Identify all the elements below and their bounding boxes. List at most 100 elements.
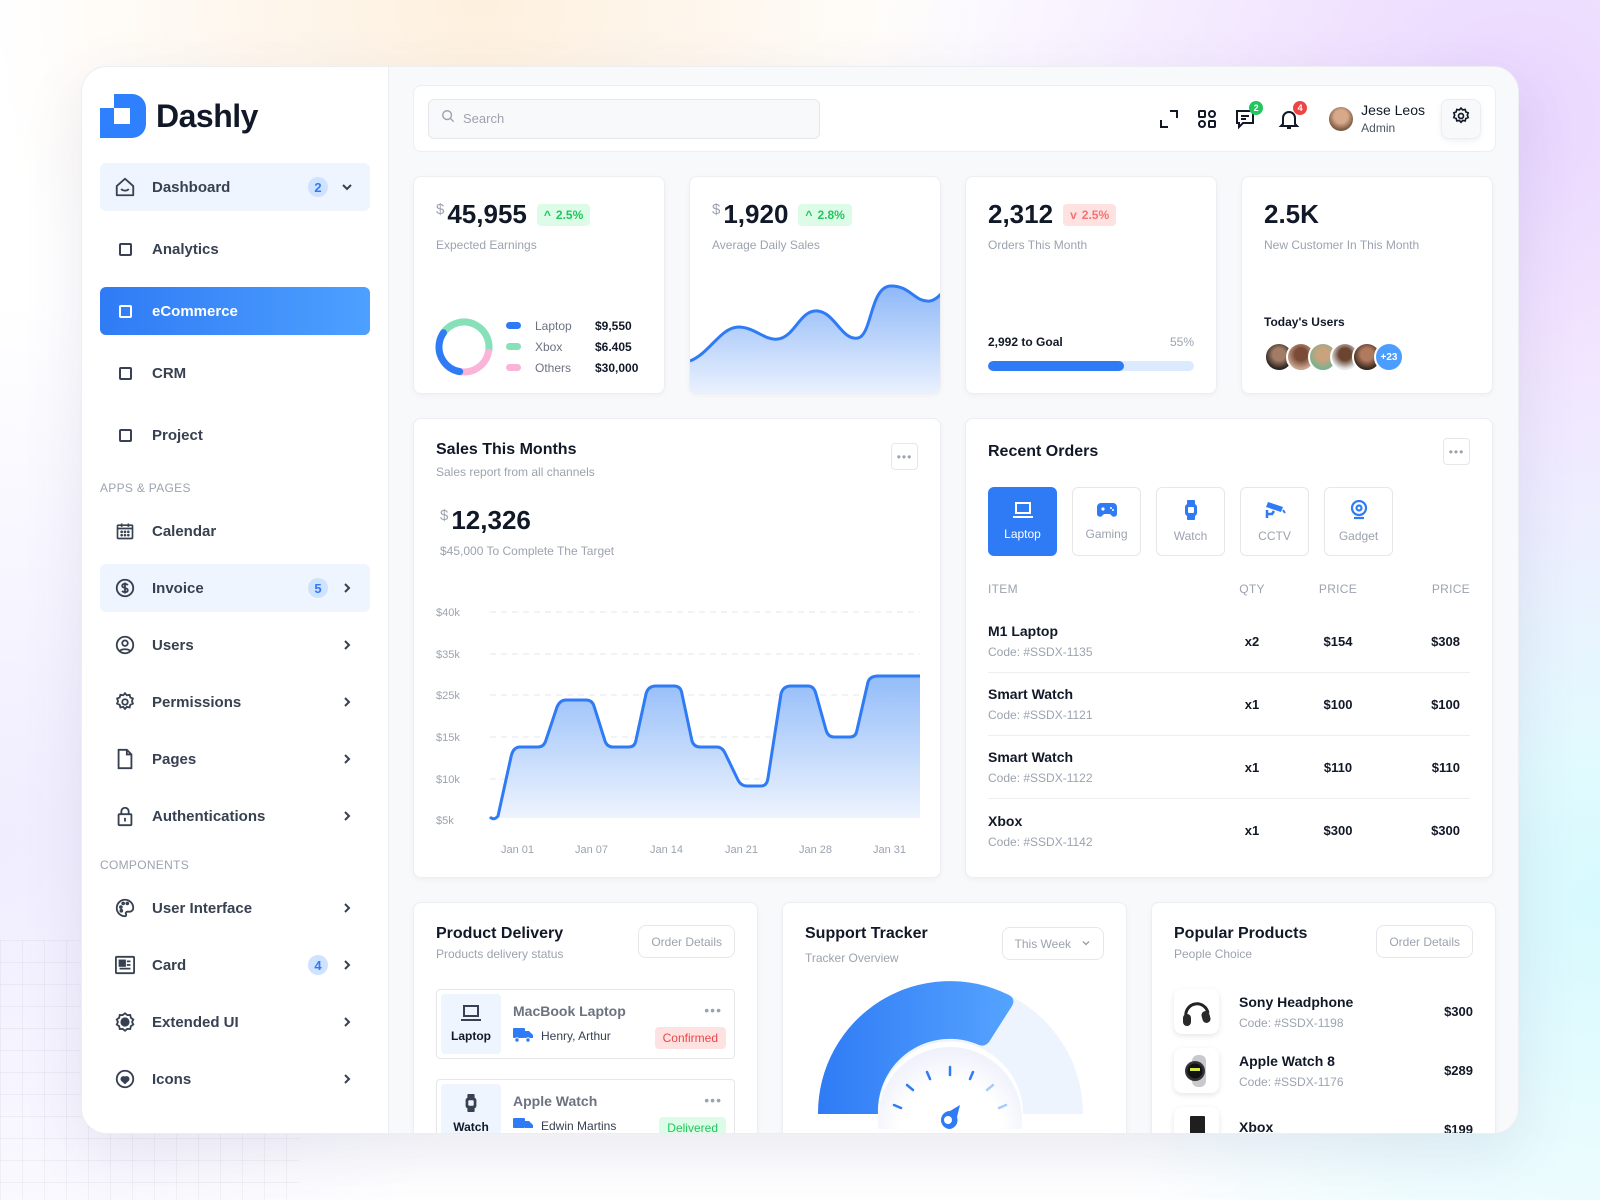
tab-watch[interactable]: Watch bbox=[1156, 487, 1225, 556]
sidebar-item-ecommerce[interactable]: eCommerce bbox=[100, 287, 370, 335]
sidebar-item-label: eCommerce bbox=[152, 302, 238, 320]
table-row[interactable]: M1 Laptop Code: #SSDX-1135 x2 $154 $308 bbox=[988, 610, 1470, 673]
stat-label: Orders This Month bbox=[988, 238, 1088, 252]
sidebar-item-label: Card bbox=[152, 956, 187, 974]
user-menu[interactable]: Jese Leos Admin bbox=[1329, 102, 1425, 135]
calendar-icon bbox=[114, 520, 136, 542]
change-badge-down: v 2.5% bbox=[1063, 204, 1117, 226]
stat-label: New Customer In This Month bbox=[1264, 238, 1420, 252]
delivery-item[interactable]: Laptop MacBook Laptop Henry, Arthur ••• … bbox=[436, 989, 735, 1059]
stat-value: 2.5K bbox=[1264, 199, 1319, 229]
card-title: Support Tracker bbox=[805, 925, 928, 942]
legend-name: Laptop bbox=[535, 318, 572, 333]
item-name: Xbox bbox=[988, 812, 1023, 829]
more-options-icon[interactable]: ••• bbox=[704, 1002, 722, 1018]
product-price: $300 bbox=[1444, 1004, 1473, 1019]
chevron-right-icon bbox=[338, 696, 356, 708]
table-row[interactable]: Smart Watch Code: #SSDX-1121 x1 $100 $100 bbox=[988, 673, 1470, 736]
more-users-badge[interactable]: +23 bbox=[1374, 342, 1404, 372]
sidebar-item-analytics[interactable]: Analytics bbox=[100, 225, 370, 273]
stat-cards: $ 45,955 ^ 2.5% Expected Earnings Laptop $… bbox=[413, 176, 1496, 394]
stat-value: 45,955 bbox=[447, 199, 527, 229]
sidebar-item-label: Authentications bbox=[152, 807, 266, 825]
sidebar-item-extended-ui[interactable]: Extended UI bbox=[100, 998, 370, 1046]
apps-grid-icon[interactable] bbox=[1195, 107, 1219, 131]
bell-icon[interactable]: 4 bbox=[1277, 100, 1308, 131]
table-row[interactable]: Smart Watch Code: #SSDX-1122 x1 $110 $110 bbox=[988, 736, 1470, 799]
sales-this-month-card: Sales This Months Sales report from all … bbox=[413, 418, 941, 878]
donut-legend: Laptop $9,550 Xbox $6.405 Others $30,000 bbox=[506, 315, 638, 378]
user-role: Admin bbox=[1361, 121, 1396, 135]
fullscreen-icon[interactable] bbox=[1157, 107, 1181, 131]
earnings-donut: Laptop $9,550 Xbox $6.405 Others $30,000 bbox=[434, 315, 638, 378]
item-total: $100 bbox=[1431, 696, 1460, 712]
headphone-thumb bbox=[1174, 989, 1219, 1034]
card-title: Sales This Months bbox=[436, 441, 577, 458]
chevron-right-icon bbox=[338, 582, 356, 594]
tab-laptop[interactable]: Laptop bbox=[988, 487, 1057, 556]
item-code: Code: #SSDX-1121 bbox=[988, 708, 1093, 722]
product-item[interactable]: Apple Watch 8 Code: #SSDX-1176 $289 bbox=[1174, 1048, 1473, 1093]
sidebar-item-authentications[interactable]: Authentications bbox=[100, 792, 370, 840]
item-name: M1 Laptop bbox=[988, 623, 1058, 639]
more-options-icon[interactable]: ••• bbox=[704, 1092, 722, 1108]
progress-fill bbox=[988, 361, 1124, 371]
sidebar-item-pages[interactable]: Pages bbox=[100, 735, 370, 783]
sidebar-item-invoice[interactable]: Invoice 5 bbox=[100, 564, 370, 612]
search-icon bbox=[441, 109, 455, 128]
file-icon bbox=[114, 748, 136, 770]
search-input[interactable] bbox=[463, 111, 807, 126]
legend-row: Xbox $6.405 bbox=[506, 336, 638, 357]
order-details-button[interactable]: Order Details bbox=[638, 925, 735, 958]
tab-gaming[interactable]: Gaming bbox=[1072, 487, 1141, 556]
middle-row: Sales This Months Sales report from all … bbox=[413, 418, 1496, 878]
x-tick: Jan 28 bbox=[799, 844, 832, 856]
sidebar-item-project[interactable]: Project bbox=[100, 411, 370, 459]
caret-up-icon: ^ bbox=[805, 208, 813, 222]
tab-label: Watch bbox=[1173, 529, 1208, 543]
goal-label: 2,992 to Goal bbox=[988, 335, 1063, 349]
sidebar-item-users[interactable]: Users bbox=[100, 621, 370, 669]
smartwatch-thumb bbox=[1174, 1048, 1219, 1093]
range-dropdown[interactable]: This Week bbox=[1001, 927, 1104, 960]
sidebar-item-label: Dashboard bbox=[152, 178, 231, 196]
change-value: 2.8% bbox=[817, 208, 845, 222]
laptop-icon bbox=[1012, 502, 1033, 521]
tab-label: Gaming bbox=[1085, 527, 1128, 541]
sidebar-item-icons[interactable]: Icons bbox=[100, 1055, 370, 1103]
legend-name: Xbox bbox=[535, 339, 563, 354]
sidebar-item-label: Analytics bbox=[152, 240, 219, 258]
item-total: $110 bbox=[1431, 759, 1460, 775]
tab-cctv[interactable]: CCTV bbox=[1240, 487, 1309, 556]
messages-icon[interactable]: 2 bbox=[1233, 100, 1264, 131]
card-title: Recent Orders bbox=[988, 443, 1099, 460]
sidebar-item-permissions[interactable]: Permissions bbox=[100, 678, 370, 726]
sidebar-item-card[interactable]: Card 4 bbox=[100, 941, 370, 989]
search-box[interactable] bbox=[428, 98, 820, 139]
legend-row: Laptop $9,550 bbox=[506, 315, 638, 336]
product-item[interactable]: Xbox $199 bbox=[1174, 1107, 1473, 1133]
support-gauge bbox=[817, 981, 1083, 1129]
settings-button[interactable] bbox=[1441, 98, 1481, 139]
chevron-right-icon bbox=[338, 1016, 356, 1028]
more-options-button[interactable]: ••• bbox=[1443, 438, 1470, 465]
order-details-button[interactable]: Order Details bbox=[1376, 925, 1473, 958]
table-row[interactable]: Xbox Code: #SSDX-1142 x1 $300 $300 bbox=[988, 799, 1470, 862]
sidebar-item-label: Icons bbox=[152, 1070, 192, 1088]
sidebar-item-dashboard[interactable]: Dashboard 2 bbox=[100, 163, 370, 211]
laptop-icon bbox=[461, 1005, 481, 1024]
change-badge-up: ^ 2.5% bbox=[536, 204, 591, 226]
delivery-person: Edwin Martins bbox=[541, 1119, 617, 1133]
more-options-button[interactable]: ••• bbox=[891, 443, 918, 470]
sidebar-item-user-interface[interactable]: User Interface bbox=[100, 884, 370, 932]
delivery-item[interactable]: Watch Apple Watch Edwin Martins ••• Deli… bbox=[436, 1079, 735, 1133]
brand-logo[interactable]: Dashly bbox=[100, 93, 370, 139]
main-content: 2 4 Jese Leos Admin $ 45,955 bbox=[389, 67, 1518, 1133]
product-item[interactable]: Sony Headphone Code: #SSDX-1198 $300 bbox=[1174, 989, 1473, 1034]
tab-gadget[interactable]: Gadget bbox=[1324, 487, 1393, 556]
tab-label: Gadget bbox=[1338, 529, 1379, 543]
sidebar-item-calendar[interactable]: Calendar bbox=[100, 507, 370, 555]
chevron-down-icon bbox=[1081, 937, 1091, 951]
logo-mark-icon bbox=[100, 94, 146, 138]
sidebar-item-crm[interactable]: CRM bbox=[100, 349, 370, 397]
